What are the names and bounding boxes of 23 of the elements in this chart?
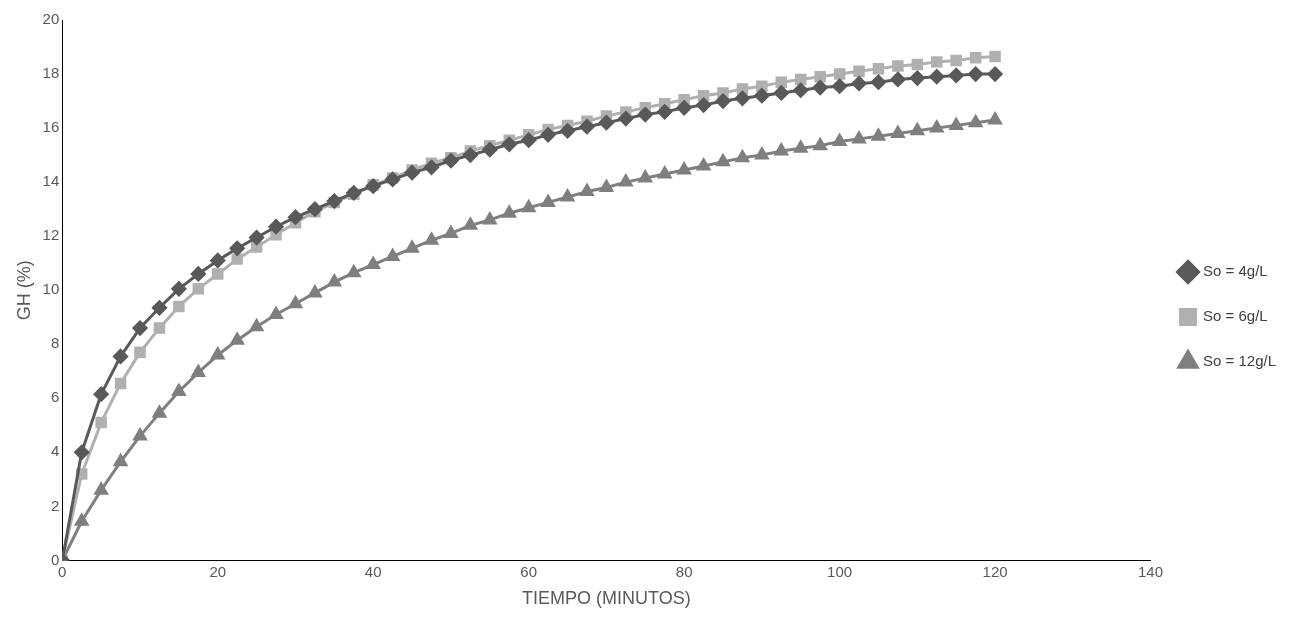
x-tick-label: 120 — [982, 562, 1008, 580]
legend-label: So = 4g/L — [1203, 262, 1268, 280]
y-tick-label: 12 — [42, 226, 60, 244]
legend-label: So = 12g/L — [1203, 352, 1277, 370]
y-tick-label: 8 — [50, 334, 60, 352]
y-tick-label: 2 — [50, 496, 60, 514]
x-tick-label: 60 — [520, 562, 538, 580]
y-tick-label: 10 — [42, 280, 60, 298]
y-tick-label: 16 — [42, 118, 60, 136]
x-tick-label: 40 — [364, 562, 382, 580]
x-tick-label: 100 — [827, 562, 853, 580]
x-tick-label: 80 — [675, 562, 693, 580]
y-tick-label: 4 — [50, 442, 60, 460]
y-tick-label: 18 — [42, 64, 60, 82]
y-tick-label: 0 — [50, 550, 60, 568]
x-tick-label: 20 — [209, 562, 227, 580]
y-tick-label: 20 — [42, 10, 60, 28]
y-tick-label: 6 — [50, 388, 60, 406]
y-axis-title: GH (%) — [13, 260, 34, 321]
x-axis-title: TIEMPO (MINUTOS) — [522, 588, 691, 609]
legend-label: So = 6g/L — [1203, 307, 1268, 325]
y-tick-label: 14 — [42, 172, 60, 190]
x-tick-label: 140 — [1138, 562, 1164, 580]
